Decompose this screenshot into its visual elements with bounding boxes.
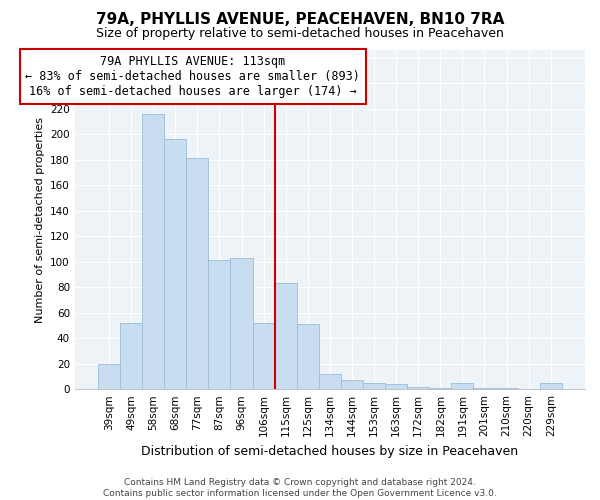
Bar <box>230 258 253 389</box>
Bar <box>451 383 473 389</box>
Bar <box>385 384 407 389</box>
Bar <box>98 364 120 389</box>
Bar <box>429 388 451 389</box>
Text: Size of property relative to semi-detached houses in Peacehaven: Size of property relative to semi-detach… <box>96 28 504 40</box>
Bar <box>496 388 518 389</box>
Bar <box>208 260 230 389</box>
Bar <box>297 324 319 389</box>
Bar <box>407 386 429 389</box>
Bar <box>473 388 496 389</box>
Bar <box>253 323 275 389</box>
Bar <box>319 374 341 389</box>
Bar <box>164 140 186 389</box>
Text: 79A PHYLLIS AVENUE: 113sqm
← 83% of semi-detached houses are smaller (893)
16% o: 79A PHYLLIS AVENUE: 113sqm ← 83% of semi… <box>25 55 361 98</box>
Text: Contains HM Land Registry data © Crown copyright and database right 2024.
Contai: Contains HM Land Registry data © Crown c… <box>103 478 497 498</box>
Bar <box>341 380 363 389</box>
Bar <box>120 323 142 389</box>
Y-axis label: Number of semi-detached properties: Number of semi-detached properties <box>35 116 44 322</box>
Bar <box>275 284 297 389</box>
Bar <box>363 383 385 389</box>
Bar <box>540 383 562 389</box>
X-axis label: Distribution of semi-detached houses by size in Peacehaven: Distribution of semi-detached houses by … <box>142 444 518 458</box>
Bar <box>142 114 164 389</box>
Bar <box>186 158 208 389</box>
Text: 79A, PHYLLIS AVENUE, PEACEHAVEN, BN10 7RA: 79A, PHYLLIS AVENUE, PEACEHAVEN, BN10 7R… <box>96 12 504 28</box>
